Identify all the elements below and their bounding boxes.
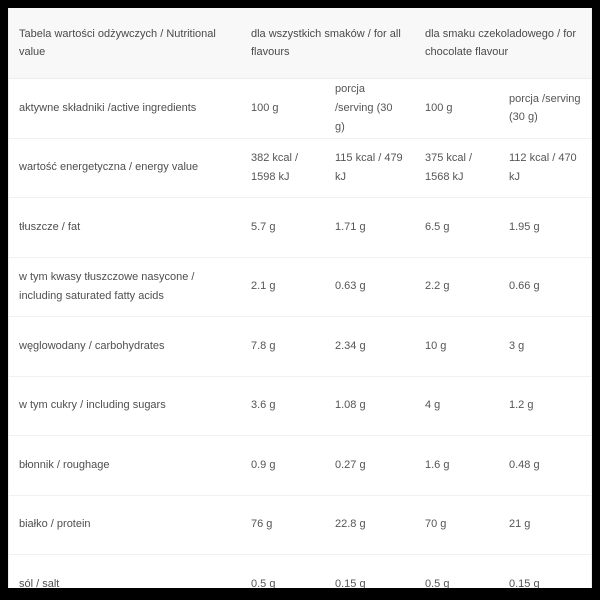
row-value-choc-serving: 1.95 g xyxy=(499,197,591,258)
table-header: Tabela wartości odżywczych / Nutritional… xyxy=(9,8,591,79)
row-value-all-100g: 76 g xyxy=(241,495,325,555)
row-value-all-100g: 0.5 g xyxy=(241,554,325,588)
row-value-all-serving: 1.71 g xyxy=(325,197,415,258)
row-value-all-100g: 382 kcal / 1598 kJ xyxy=(241,138,325,198)
row-value-all-100g: 100 g xyxy=(241,78,325,139)
row-value-choc-100g: 2.2 g xyxy=(415,257,499,317)
row-label: wartość energetyczna / energy value xyxy=(9,138,241,198)
row-value-choc-100g: 4 g xyxy=(415,376,499,436)
row-value-all-serving: 1.08 g xyxy=(325,376,415,436)
row-label: w tym kwasy tłuszczowe nasycone / includ… xyxy=(9,257,241,317)
row-value-choc-100g: 6.5 g xyxy=(415,197,499,258)
row-value-choc-serving: 0.48 g xyxy=(499,435,591,496)
row-value-choc-serving: 0.66 g xyxy=(499,257,591,317)
row-value-choc-100g: 0.5 g xyxy=(415,554,499,588)
row-value-choc-100g: 375 kcal / 1568 kJ xyxy=(415,138,499,198)
row-label: w tym cukry / including sugars xyxy=(9,376,241,436)
row-value-all-serving: 115 kcal / 479 kJ xyxy=(325,138,415,198)
table-row: węglowodany / carbohydrates 7.8 g 2.34 g… xyxy=(9,316,591,377)
row-value-choc-100g: 70 g xyxy=(415,495,499,555)
row-value-all-serving: porcja /serving (30 g) xyxy=(325,78,415,139)
row-value-choc-serving: 0.15 g xyxy=(499,554,591,588)
row-value-all-serving: 2.34 g xyxy=(325,316,415,377)
row-value-all-100g: 3.6 g xyxy=(241,376,325,436)
row-label: tłuszcze / fat xyxy=(9,197,241,258)
row-value-all-serving: 0.63 g xyxy=(325,257,415,317)
table-row: białko / protein 76 g 22.8 g 70 g 21 g xyxy=(9,495,591,555)
row-value-choc-100g: 1.6 g xyxy=(415,435,499,496)
row-value-choc-serving: 21 g xyxy=(499,495,591,555)
row-value-choc-serving: 1.2 g xyxy=(499,376,591,436)
row-label: białko / protein xyxy=(9,495,241,555)
row-value-all-serving: 22.8 g xyxy=(325,495,415,555)
row-label: sól / salt xyxy=(9,554,241,588)
row-value-all-serving: 0.27 g xyxy=(325,435,415,496)
table-row: tłuszcze / fat 5.7 g 1.71 g 6.5 g 1.95 g xyxy=(9,197,591,258)
row-value-choc-serving: porcja /serving (30 g) xyxy=(499,78,591,139)
row-label: aktywne składniki /active ingredients xyxy=(9,78,241,139)
table-row: w tym cukry / including sugars 3.6 g 1.0… xyxy=(9,376,591,436)
row-value-all-serving: 0.15 g xyxy=(325,554,415,588)
row-value-all-100g: 5.7 g xyxy=(241,197,325,258)
row-value-choc-serving: 3 g xyxy=(499,316,591,377)
row-label: węglowodany / carbohydrates xyxy=(9,316,241,377)
nutrition-table: Tabela wartości odżywczych / Nutritional… xyxy=(9,8,591,588)
header-label-column: Tabela wartości odżywczych / Nutritional… xyxy=(9,8,241,79)
row-value-all-100g: 0.9 g xyxy=(241,435,325,496)
row-value-all-100g: 7.8 g xyxy=(241,316,325,377)
nutrition-table-frame: Tabela wartości odżywczych / Nutritional… xyxy=(8,8,592,588)
table-row: w tym kwasy tłuszczowe nasycone / includ… xyxy=(9,257,591,317)
table-row: wartość energetyczna / energy value 382 … xyxy=(9,138,591,198)
header-group-all-flavours: dla wszystkich smaków / for all flavours xyxy=(241,8,415,79)
table-row: aktywne składniki /active ingredients 10… xyxy=(9,78,591,139)
row-value-choc-100g: 10 g xyxy=(415,316,499,377)
table-row: błonnik / roughage 0.9 g 0.27 g 1.6 g 0.… xyxy=(9,435,591,496)
table-body: aktywne składniki /active ingredients 10… xyxy=(9,78,591,588)
table-header-row: Tabela wartości odżywczych / Nutritional… xyxy=(9,8,591,79)
row-value-choc-serving: 112 kcal / 470 kJ xyxy=(499,138,591,198)
row-value-choc-100g: 100 g xyxy=(415,78,499,139)
row-label: błonnik / roughage xyxy=(9,435,241,496)
header-group-chocolate-flavour: dla smaku czekoladowego / for chocolate … xyxy=(415,8,591,79)
row-value-all-100g: 2.1 g xyxy=(241,257,325,317)
table-row: sól / salt 0.5 g 0.15 g 0.5 g 0.15 g xyxy=(9,554,591,588)
